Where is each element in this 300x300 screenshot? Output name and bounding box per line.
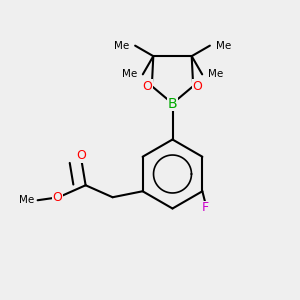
Text: O: O: [142, 80, 152, 93]
Text: Me: Me: [216, 40, 231, 51]
Text: B: B: [168, 97, 177, 110]
Text: Me: Me: [20, 195, 34, 205]
Text: O: O: [52, 191, 62, 204]
Text: O: O: [76, 149, 86, 162]
Text: O: O: [193, 80, 202, 93]
Text: Me: Me: [122, 69, 137, 79]
Text: F: F: [202, 201, 209, 214]
Text: Me: Me: [208, 69, 224, 79]
Text: Me: Me: [114, 40, 129, 51]
